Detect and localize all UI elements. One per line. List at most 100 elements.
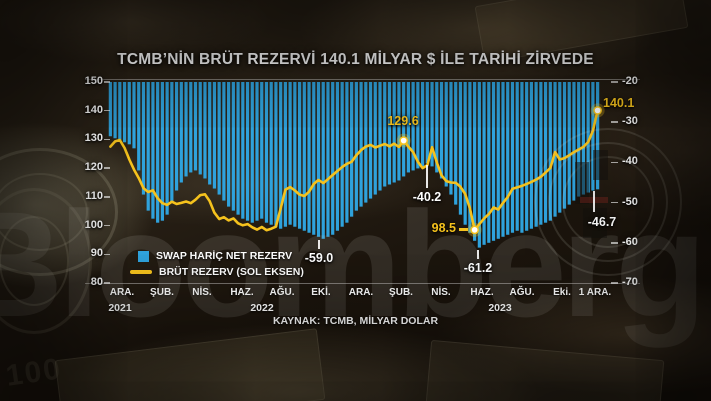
net-reserve-bar: [108, 82, 112, 137]
net-reserve-bar: [245, 82, 250, 221]
net-reserve-bar: [279, 82, 283, 229]
net-reserve-bar: [137, 82, 141, 171]
left-axis-tick-label: 130: [84, 132, 103, 145]
top-axis-rule: [85, 79, 640, 80]
net-reserve-bar: [113, 82, 117, 139]
net-reserve-bar: [198, 82, 202, 175]
net-reserve-bar: [302, 82, 306, 231]
net-reserve-bar: [548, 82, 552, 221]
right-axis-tick-mark: [611, 201, 618, 204]
net-reserve-bar: [193, 82, 198, 171]
net-reserve-bar: [179, 82, 183, 183]
source-caption: KAYNAK: TCMB, MİLYAR DOLAR: [272, 315, 439, 327]
net-reserve-bar: [217, 82, 221, 195]
annotation-connector-line: [426, 165, 428, 188]
net-reserve-bar: [269, 82, 273, 225]
right-axis-tick-mark: [611, 282, 618, 284]
net-reserve-bar: [454, 82, 458, 205]
net-reserve-bar: [118, 82, 122, 141]
net-reserve-bar: [463, 82, 467, 225]
x-axis-month-label: EKİ.: [311, 287, 331, 298]
left-axis-tick-label: 140: [84, 103, 103, 116]
annotation-line-high-140-1: 140.1: [603, 96, 635, 110]
net-reserve-bar: [156, 82, 160, 223]
net-reserve-bar: [222, 82, 226, 201]
x-axis-year-label: 2023: [488, 302, 512, 314]
net-reserve-bar: [288, 82, 292, 225]
net-reserve-bar: [373, 82, 377, 195]
net-reserve-bar: [496, 82, 500, 239]
net-reserve-bar: [231, 82, 235, 211]
net-reserve-bar: [160, 82, 164, 221]
net-reserve-bar: [416, 82, 420, 169]
net-reserve-bar: [326, 82, 330, 237]
chart-title: TCMB’NİN BRÜT REZERVİ 140.1 MİLYAR $ İLE…: [117, 51, 594, 68]
net-reserve-bar: [482, 82, 486, 245]
annotation-bar-low-61-2: -61.2: [463, 261, 493, 275]
net-reserve-bar: [165, 82, 169, 215]
net-reserve-bar: [491, 82, 496, 241]
x-axis-month-label: HAZ.: [470, 287, 494, 298]
net-reserve-bar: [402, 82, 406, 177]
net-reserve-bar: [553, 82, 557, 217]
net-reserve-bar: [586, 82, 590, 193]
left-axis-tick-label: 120: [84, 161, 103, 174]
right-axis-tick-label: -40: [622, 155, 638, 168]
left-axis-tick-mark: [104, 196, 110, 198]
net-reserve-bar: [420, 82, 425, 167]
left-axis-tick-label: 110: [85, 189, 103, 202]
net-reserve-bar: [534, 82, 538, 227]
background-dark-block: [593, 150, 608, 180]
x-axis-month-label: ŞUB.: [389, 287, 413, 298]
net-reserve-bar: [331, 82, 335, 235]
background-dark-block: [583, 208, 607, 238]
net-reserve-bar: [411, 82, 415, 171]
net-reserve-bar: [122, 82, 127, 143]
left-axis-tick-label: 100: [84, 218, 103, 231]
net-reserve-bar: [487, 82, 491, 243]
net-reserve-bar: [430, 82, 434, 167]
net-reserve-bar: [127, 82, 131, 145]
net-reserve-bar: [449, 82, 453, 195]
line-point-marker: [399, 136, 409, 145]
net-reserve-bar: [250, 82, 254, 223]
net-reserve-bar: [406, 82, 410, 173]
net-reserve-bar: [236, 82, 240, 215]
net-reserve-bar: [368, 82, 373, 199]
net-reserve-bar: [525, 82, 529, 231]
net-reserve-bar: [260, 82, 264, 219]
x-axis-month-label: NİS.: [192, 287, 212, 298]
net-reserve-bar: [151, 82, 155, 219]
net-reserve-bar: [506, 82, 510, 235]
annotation-bar-59-0: -59.0: [304, 251, 334, 265]
net-reserve-bar: [212, 82, 217, 189]
legend-label: BRÜT REZERV (SOL EKSEN): [159, 266, 304, 278]
left-axis-tick-label: 150: [84, 75, 103, 87]
left-axis-tick-mark: [104, 109, 110, 112]
net-reserve-bar: [562, 82, 567, 209]
net-reserve-bar: [501, 82, 505, 237]
net-reserve-bar: [227, 82, 231, 207]
annotation-connector-line: [593, 191, 595, 212]
right-axis-tick-mark: [611, 242, 618, 244]
net-reserve-bar: [307, 82, 311, 233]
annotation-connector-dash: [459, 228, 468, 231]
net-reserve-bar: [572, 82, 576, 201]
annotation-connector-line: [318, 240, 320, 249]
annotation-bar-end-46-7: -46.7: [587, 215, 617, 229]
right-axis-tick-mark: [611, 121, 618, 123]
net-reserve-bar: [439, 82, 444, 179]
net-reserve-bar: [510, 82, 515, 233]
left-axis-tick-mark: [104, 282, 110, 284]
net-reserve-bar: [435, 82, 439, 173]
net-reserve-bar: [297, 82, 302, 229]
net-reserve-bar: [387, 82, 392, 185]
right-axis-tick-label: -30: [622, 115, 638, 128]
line-point-marker: [593, 106, 602, 115]
net-reserve-bar: [203, 82, 207, 179]
left-axis-tick-mark: [104, 224, 110, 227]
net-reserve-bar: [274, 82, 278, 227]
x-axis-month-label: HAZ.: [230, 287, 254, 298]
